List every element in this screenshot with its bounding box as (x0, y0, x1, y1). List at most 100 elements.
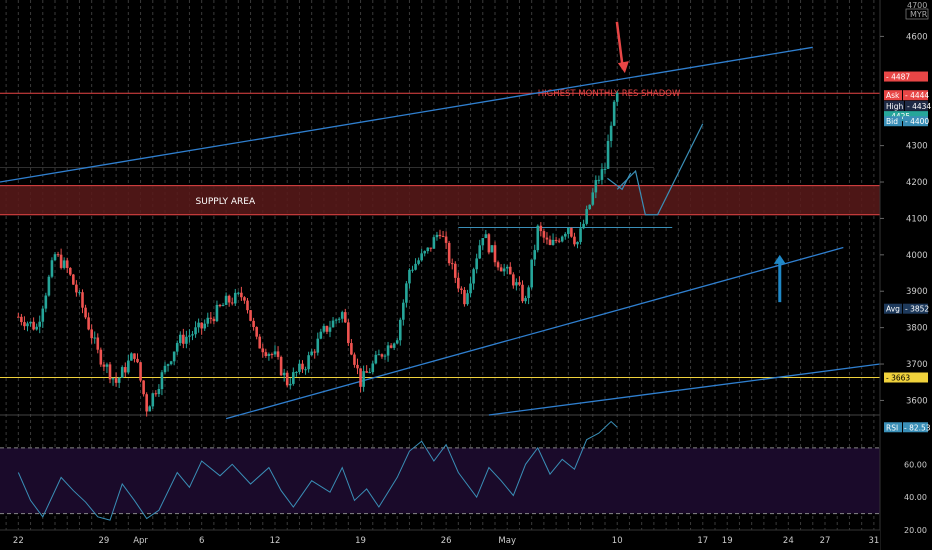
rsi-name-tag (884, 422, 902, 433)
candle (508, 266, 512, 275)
candle (573, 236, 576, 245)
candle (518, 282, 521, 285)
candle (96, 337, 100, 350)
candle (133, 353, 136, 359)
candle (432, 237, 436, 249)
candle (426, 247, 430, 252)
candle (334, 319, 338, 321)
candle (444, 236, 448, 243)
candle (246, 300, 249, 311)
candle (206, 317, 210, 324)
level-name-text: Avg (886, 305, 900, 314)
candle (530, 259, 533, 288)
candle (145, 394, 148, 412)
xtick-label: 6 (199, 536, 204, 546)
down-arrow-shaft (615, 21, 625, 70)
rsi-line (17, 420, 618, 521)
candle (466, 293, 469, 305)
candle (496, 262, 500, 268)
candle (328, 327, 332, 332)
candle (44, 295, 48, 309)
candle (255, 327, 258, 337)
candle (221, 304, 225, 307)
candle (26, 323, 29, 327)
candle (35, 326, 38, 330)
currency-box (905, 8, 929, 20)
down-arrow-head (617, 61, 629, 74)
candle (230, 302, 234, 304)
level-name-tag (884, 116, 902, 127)
candle (377, 354, 381, 356)
level-value-text: - 4444 (905, 91, 929, 100)
candle (524, 298, 527, 302)
candle (282, 372, 286, 376)
level-value-tag (905, 100, 928, 111)
candle (551, 239, 555, 245)
candle (93, 337, 97, 339)
candle (521, 284, 524, 302)
candle (591, 192, 595, 205)
candle (609, 125, 613, 141)
candle (75, 284, 78, 293)
level-value-text: - 3663 (886, 374, 910, 383)
candle (200, 322, 203, 329)
candle (23, 322, 26, 327)
projection-path (607, 172, 632, 191)
candle (499, 267, 503, 272)
rsi-value-tag (903, 422, 928, 433)
candle (484, 234, 488, 239)
candle (175, 343, 179, 352)
candle (359, 368, 362, 387)
candle (267, 354, 271, 356)
level-value-text: - 4434 (907, 102, 931, 111)
candle (270, 354, 274, 356)
candle (285, 372, 289, 386)
candle (481, 238, 485, 246)
level-value-tag (903, 303, 928, 314)
candle (178, 334, 182, 344)
candle (408, 269, 411, 284)
candlesticks (17, 91, 619, 417)
candle (29, 321, 32, 324)
xtick-label: 19 (722, 536, 733, 546)
candle (215, 304, 219, 322)
candle (68, 267, 72, 275)
candle (188, 335, 191, 337)
candle (81, 292, 84, 308)
rsi-ytick-label: 20.00 (904, 526, 927, 535)
candle (90, 329, 93, 339)
candle (347, 322, 350, 344)
candle (457, 277, 460, 289)
candle (356, 364, 359, 369)
candle (84, 307, 87, 318)
xtick-label: May (498, 536, 516, 546)
xtick-label: 27 (820, 536, 831, 546)
candle (597, 179, 601, 181)
candle (316, 338, 320, 353)
candle (203, 323, 207, 329)
candle (185, 336, 188, 344)
candle (490, 245, 494, 253)
supply-zone: SUPPLY AREA (0, 185, 880, 216)
candle (319, 331, 323, 339)
time-axis-bg (0, 530, 880, 550)
level-name-text: Ask (886, 91, 900, 100)
candle (148, 406, 152, 412)
candle (493, 245, 497, 263)
candle (194, 327, 197, 335)
candle (343, 312, 347, 323)
candle (603, 168, 607, 170)
candle (469, 283, 472, 294)
candle (585, 209, 588, 224)
candle (209, 317, 213, 319)
candle (362, 371, 365, 387)
supply-area-label: SUPPLY AREA (196, 197, 256, 207)
candle (447, 242, 451, 264)
candle (579, 228, 582, 242)
ytick-label: 3600 (906, 396, 928, 406)
xtick-label: 26 (441, 536, 452, 546)
xtick-label: 12 (270, 536, 281, 546)
candle (249, 310, 252, 321)
level-name-tag (884, 303, 902, 314)
